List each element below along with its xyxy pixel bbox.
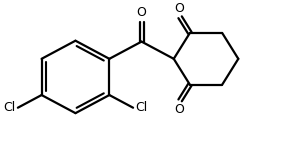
Text: O: O xyxy=(137,6,147,19)
Text: Cl: Cl xyxy=(4,101,16,114)
Text: O: O xyxy=(174,103,184,116)
Text: Cl: Cl xyxy=(135,101,147,114)
Text: O: O xyxy=(174,2,184,15)
